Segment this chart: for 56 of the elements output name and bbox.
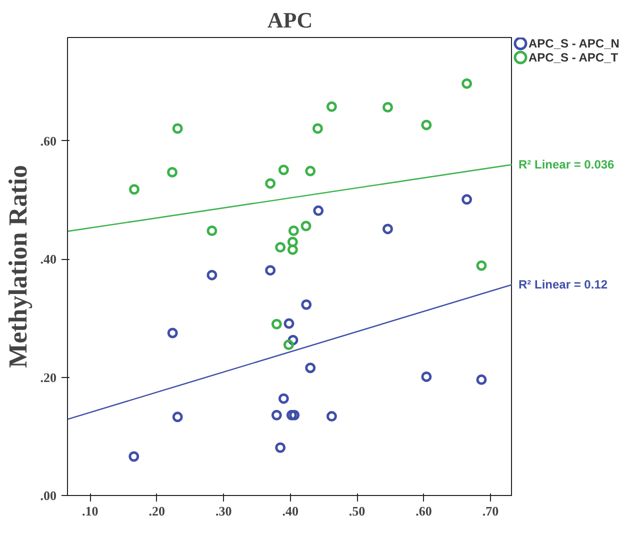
point <box>167 328 178 338</box>
point <box>326 411 337 422</box>
point <box>421 371 432 382</box>
point <box>128 451 140 462</box>
point <box>382 102 393 112</box>
x-tick-label: .10 <box>82 504 98 518</box>
point <box>278 164 289 176</box>
point <box>206 270 218 280</box>
point <box>476 260 487 271</box>
point <box>278 393 289 404</box>
point <box>421 120 432 130</box>
point <box>166 167 178 178</box>
point <box>300 220 312 232</box>
x-tick-label: .50 <box>348 504 366 518</box>
point <box>305 166 316 176</box>
point <box>172 123 183 134</box>
x-tick-label: .60 <box>416 504 432 518</box>
point <box>206 226 218 236</box>
y-axis-title: Methylation Ratio <box>3 165 32 368</box>
annotation: R² Linear = 0.036 <box>518 158 615 172</box>
point <box>288 226 299 236</box>
legend-label: APC_S - APC_T <box>528 50 619 64</box>
y-tick-label: .60 <box>40 133 56 148</box>
x-tick-label: .70 <box>482 504 499 518</box>
point <box>284 318 294 329</box>
point <box>128 184 140 195</box>
point <box>271 318 282 330</box>
point <box>283 340 294 350</box>
point <box>382 224 393 234</box>
point <box>326 101 337 112</box>
point <box>305 362 316 374</box>
y-tick-label: .20 <box>40 370 56 385</box>
point <box>271 410 282 420</box>
y-tick-label: .00 <box>40 488 56 503</box>
legend-label: APC_S - APC_N <box>528 36 620 50</box>
point <box>275 442 286 453</box>
x-tick-label: .30 <box>215 504 232 518</box>
point <box>301 299 312 310</box>
point <box>476 374 487 385</box>
x-tick-label: .20 <box>148 504 166 518</box>
point <box>462 194 472 205</box>
point <box>286 410 297 420</box>
point <box>172 412 183 422</box>
point <box>287 244 298 255</box>
chart-title: APC <box>267 8 313 32</box>
point <box>275 242 286 253</box>
annotation: R² Linear = 0.12 <box>518 278 608 292</box>
y-tick-label: .40 <box>40 252 56 267</box>
point <box>462 78 472 89</box>
point <box>312 123 323 134</box>
point <box>287 236 298 248</box>
point <box>313 205 324 216</box>
point <box>265 178 276 189</box>
x-tick-label: .40 <box>282 504 298 518</box>
point <box>289 410 300 420</box>
point <box>265 265 276 276</box>
